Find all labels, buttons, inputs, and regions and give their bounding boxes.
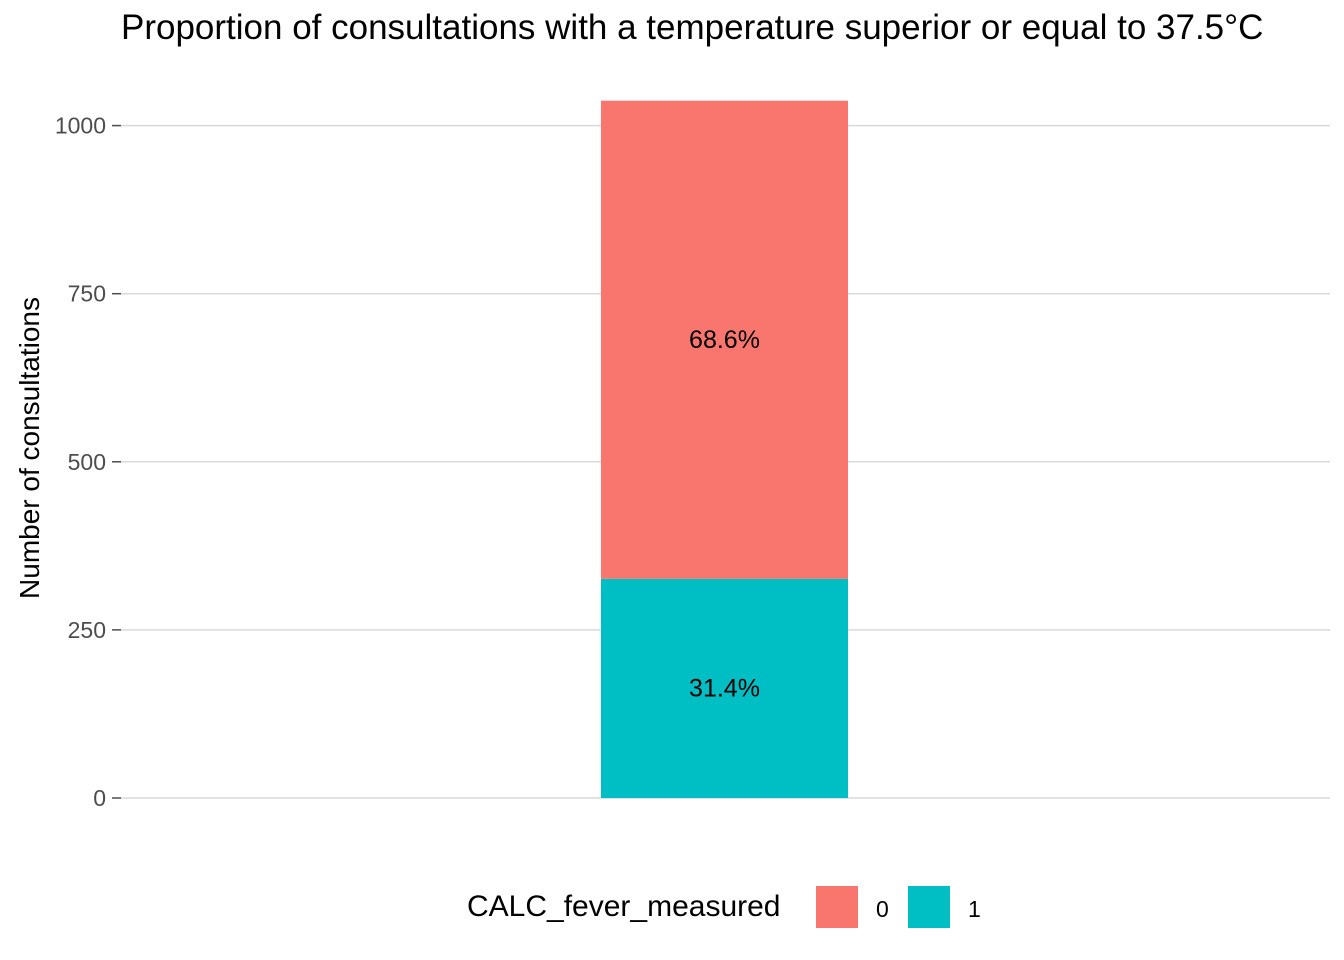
bar-segment-1 [601, 578, 848, 798]
chart-title: Proportion of consultations with a tempe… [121, 8, 1264, 47]
legend: CALC_fever_measured 0 1 [0, 884, 1344, 932]
tick-label-y-500: 500 [68, 449, 106, 475]
legend-label-1: 1 [968, 896, 981, 922]
data-label-1: 31.4% [689, 674, 760, 702]
data-label-0: 68.6% [689, 326, 760, 354]
legend-key-1 [908, 886, 950, 928]
legend-title: CALC_fever_measured [467, 890, 781, 923]
plot-area: 0 250 500 750 1000 31.4% 68.6% [55, 100, 1330, 811]
bar-segment-0 [601, 100, 848, 579]
tick-label-y-250: 250 [68, 617, 106, 643]
tick-label-y-1000: 1000 [55, 113, 106, 139]
tick-label-y-0: 0 [93, 785, 106, 811]
legend-label-0: 0 [876, 896, 889, 922]
tick-label-y-750: 750 [68, 281, 106, 307]
legend-key-0 [816, 886, 858, 928]
